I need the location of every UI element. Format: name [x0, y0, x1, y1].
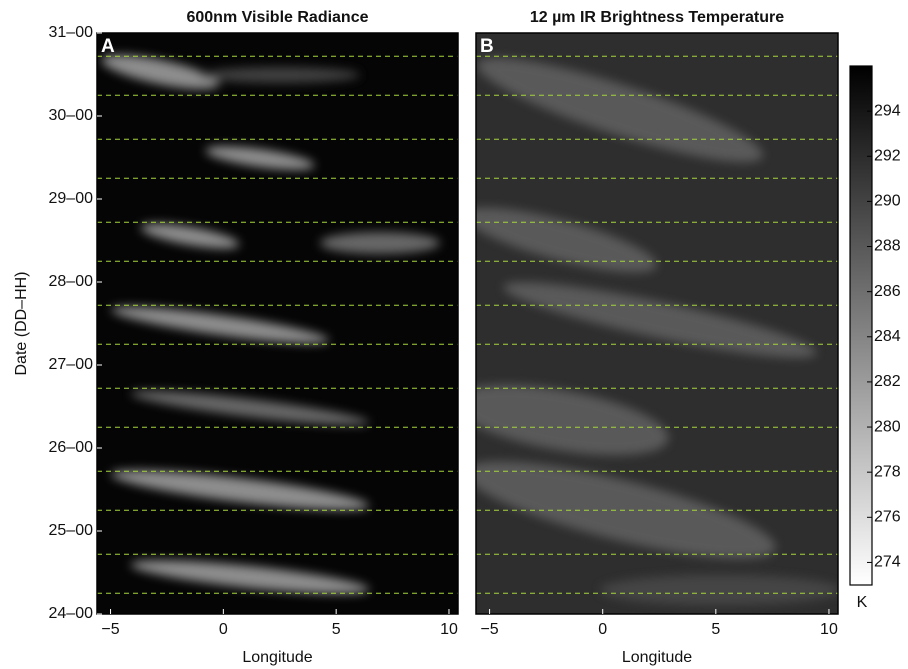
- y-tick-label: 27–00: [49, 356, 94, 373]
- x-tick-label: 5: [332, 621, 341, 638]
- colorbar: [849, 65, 873, 586]
- y-tick-label: 31–00: [49, 24, 94, 41]
- y-tick-label: 25–00: [49, 522, 94, 539]
- panel-label: B: [480, 36, 494, 57]
- colorbar-tick-label: 286: [874, 283, 901, 300]
- colorbar-tick-label: 276: [874, 509, 901, 526]
- plot-frame: [96, 32, 459, 615]
- plot-frame: [475, 32, 839, 615]
- x-tick-label: 10: [440, 621, 458, 638]
- x-tick-label: 0: [598, 621, 607, 638]
- x-tick-label: −5: [101, 621, 119, 638]
- x-tick-label: −5: [480, 621, 498, 638]
- panel-title: 600nm Visible Radiance: [186, 9, 368, 26]
- x-axis-label: Longitude: [242, 649, 312, 666]
- x-tick-label: 10: [820, 621, 838, 638]
- colorbar-tick-label: 292: [874, 147, 901, 164]
- colorbar-tick-label: 284: [874, 328, 901, 345]
- y-tick-label: 29–00: [49, 190, 94, 207]
- colorbar-tick-label: 282: [874, 373, 901, 390]
- colorbar-tick-label: 294: [874, 102, 901, 119]
- panel-label: A: [101, 36, 115, 57]
- colorbar-tick-label: 278: [874, 463, 901, 480]
- colorbar-tick-label: 280: [874, 418, 901, 435]
- y-tick-label: 24–00: [49, 605, 94, 622]
- image-b: [476, 33, 838, 614]
- image-a: [97, 33, 458, 614]
- x-axis-label: Longitude: [622, 649, 692, 666]
- y-tick-label: 30–00: [49, 107, 94, 124]
- colorbar-tick-label: 288: [874, 238, 901, 255]
- x-tick-label: 5: [711, 621, 720, 638]
- colorbar-tick-label: 274: [874, 554, 901, 571]
- colorbar-label: K: [857, 594, 868, 611]
- y-axis-label: Date (DD–HH): [13, 271, 30, 375]
- colorbar-tick-label: 290: [874, 193, 901, 210]
- y-tick-label: 26–00: [49, 439, 94, 456]
- y-tick-label: 28–00: [49, 273, 94, 290]
- x-tick-label: 0: [219, 621, 228, 638]
- panel-title: 12 µm IR Brightness Temperature: [530, 9, 784, 26]
